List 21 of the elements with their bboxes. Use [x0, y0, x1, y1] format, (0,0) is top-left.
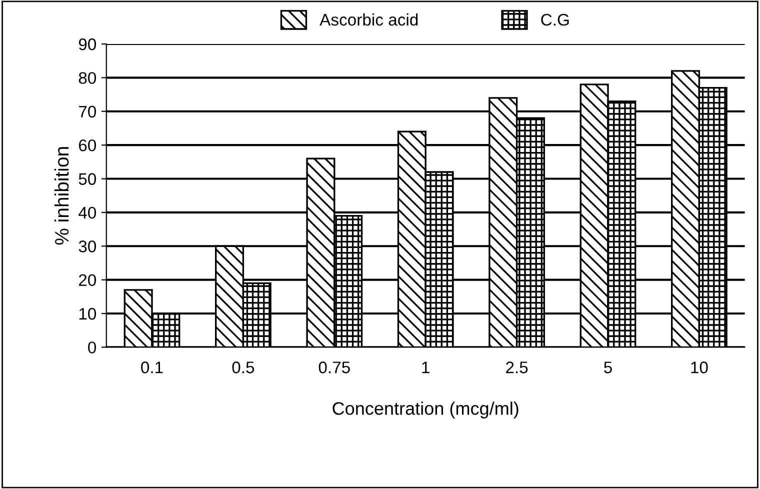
- y-tick-label: 60: [78, 139, 96, 152]
- x-tick-label: 0.5: [232, 362, 254, 374]
- y-tick-label: 0: [88, 342, 96, 354]
- y-tick-label: 70: [78, 106, 96, 118]
- x-axis-title: Concentration (mcg/ml): [332, 402, 518, 418]
- y-tick-label: 80: [78, 72, 96, 84]
- legend-label: C.G: [541, 14, 569, 26]
- y-tick-label: 10: [79, 308, 96, 320]
- x-tick-label: 5: [604, 362, 612, 374]
- legend-label: Ascorbic acid: [320, 13, 418, 26]
- x-tick-label: 0.1: [141, 362, 163, 374]
- x-tick-label: 2.5: [506, 362, 528, 374]
- x-tick-label: 0.75: [318, 362, 350, 374]
- y-tick-label: 30: [78, 240, 96, 252]
- y-tick-label: 90: [78, 38, 96, 50]
- y-axis-title: % inhibition: [54, 147, 69, 245]
- x-tick-label: 10: [691, 362, 708, 374]
- y-tick-label: 50: [78, 173, 96, 185]
- y-tick-label: 40: [78, 206, 96, 219]
- y-tick-label: 20: [78, 274, 96, 286]
- x-tick-label: 1: [422, 362, 430, 374]
